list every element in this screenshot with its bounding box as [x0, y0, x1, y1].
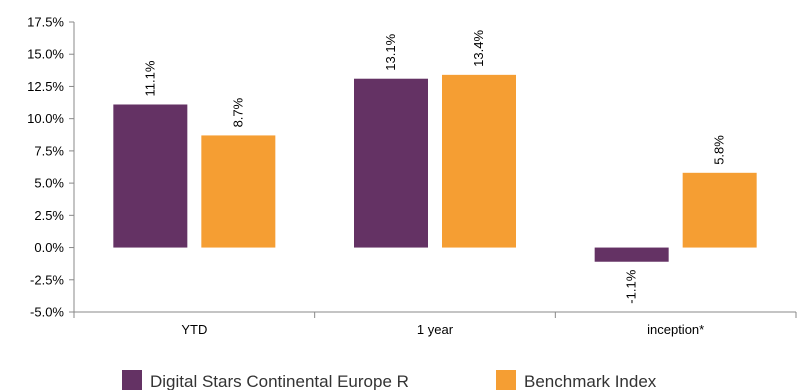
data-label: 8.7%: [230, 97, 245, 127]
legend-label: Benchmark Index: [524, 372, 657, 390]
y-tick-label: 10.0%: [27, 111, 64, 126]
data-label: 5.8%: [712, 135, 727, 165]
bar-benchmark: [682, 172, 757, 248]
bar-benchmark: [442, 74, 516, 248]
y-tick-label: -5.0%: [30, 305, 64, 320]
y-tick-label: 17.5%: [27, 15, 64, 30]
y-tick-label: 7.5%: [34, 143, 64, 158]
data-labels: 11.1% 8.7% 13.1% 13.4% -1.1% 5.8%: [142, 30, 726, 304]
legend-label: Digital Stars Continental Europe R: [150, 372, 409, 390]
y-tick-label: -2.5%: [30, 272, 64, 287]
y-tick-label: 2.5%: [34, 208, 64, 223]
bar-fund: [594, 247, 669, 262]
category-label: inception*: [647, 322, 704, 337]
category-label: YTD: [181, 322, 207, 337]
legend-swatch: [122, 370, 142, 390]
legend: Digital Stars Continental Europe R Benchm…: [122, 370, 657, 390]
data-label: -1.1%: [624, 269, 639, 303]
bar-benchmark: [201, 135, 276, 248]
data-label: 13.1%: [383, 33, 398, 70]
y-tick-label: 5.0%: [34, 176, 64, 191]
data-label: 13.4%: [471, 30, 486, 67]
y-tick-label: 15.0%: [27, 47, 64, 62]
y-tick-label: 0.0%: [34, 240, 64, 255]
axes: 17.5% 15.0% 12.5% 10.0% 7.5% 5.0% 2.5% 0.0% -2.5…: [27, 15, 797, 337]
legend-swatch: [496, 370, 516, 390]
bar-fund: [113, 104, 188, 248]
bar-fund: [354, 78, 428, 248]
bars: [113, 74, 757, 262]
category-label: 1 year: [417, 322, 454, 337]
data-label: 11.1%: [142, 60, 157, 96]
y-tick-label: 12.5%: [27, 79, 64, 94]
